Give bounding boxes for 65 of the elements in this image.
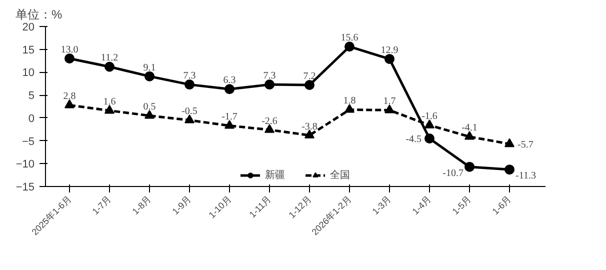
point (64, 54, 74, 64)
y-tick-label: 5 (28, 90, 35, 102)
x-tick-label: 1-5月 (450, 194, 474, 217)
data-label: -1.7 (222, 112, 238, 123)
x-tick-label: 1-8月 (130, 194, 154, 217)
point (504, 138, 514, 148)
point (144, 110, 154, 119)
point (384, 104, 394, 114)
data-label: -1.6 (422, 111, 438, 122)
y-axis-title: 单位：% (16, 8, 62, 22)
point (224, 120, 234, 129)
data-label: 9.1 (143, 62, 156, 74)
data-label: 1.7 (383, 96, 396, 108)
point (264, 80, 274, 90)
data-label: -5.7 (518, 139, 534, 150)
data-label: 13.0 (60, 44, 78, 56)
point (144, 71, 154, 82)
x-tick-label: 1-11月 (247, 194, 274, 220)
point (344, 42, 354, 52)
y-tick-label: 20 (22, 22, 35, 34)
data-label: 15.6 (340, 32, 358, 44)
data-label: -4.5 (406, 134, 422, 145)
y-tick-label: 10 (22, 67, 35, 80)
x-tick-label: 1-6月 (490, 194, 514, 217)
data-label: 1.8 (343, 96, 356, 107)
data-label: 11.2 (100, 52, 118, 64)
point (184, 80, 194, 90)
x-tick-label: 1-4月 (410, 194, 434, 217)
point (344, 104, 354, 113)
data-label: 1.6 (103, 96, 116, 108)
point (184, 114, 194, 124)
legend-label: 新疆 (265, 168, 285, 182)
data-label: -0.5 (182, 106, 198, 118)
data-label: 2.8 (63, 91, 76, 102)
data-label: 0.5 (143, 102, 156, 113)
data-label: -11.3 (516, 170, 536, 182)
point (384, 54, 394, 64)
data-label: -2.6 (262, 116, 278, 127)
point (224, 84, 234, 94)
data-label: 7.3 (263, 70, 276, 82)
point (264, 124, 274, 133)
x-tick-label: 1-3月 (370, 194, 394, 217)
data-label: -3.8 (302, 121, 318, 132)
legend-label: 全国 (330, 169, 350, 182)
y-tick-label: −5 (22, 136, 35, 148)
point (424, 120, 434, 128)
y-tick-label: 15 (22, 44, 35, 56)
x-tick-label: 1-9月 (170, 194, 194, 217)
point (304, 80, 314, 90)
point (104, 104, 114, 114)
data-label: 6.3 (223, 75, 236, 86)
data-label: 7.3 (183, 70, 196, 82)
data-label: -10.7 (442, 168, 464, 179)
point (464, 130, 474, 140)
x-tick-label: 1-7月 (90, 194, 114, 217)
data-label: -4.1 (462, 122, 478, 134)
data-label: 12.9 (380, 44, 398, 56)
y-tick-label: 0 (28, 112, 35, 125)
data-label: 7.2 (303, 71, 316, 82)
point (104, 62, 114, 72)
point (64, 99, 74, 108)
point (424, 134, 434, 144)
point (304, 130, 314, 138)
y-tick-label: −10 (16, 158, 35, 171)
y-tick-label: −15 (16, 182, 35, 194)
